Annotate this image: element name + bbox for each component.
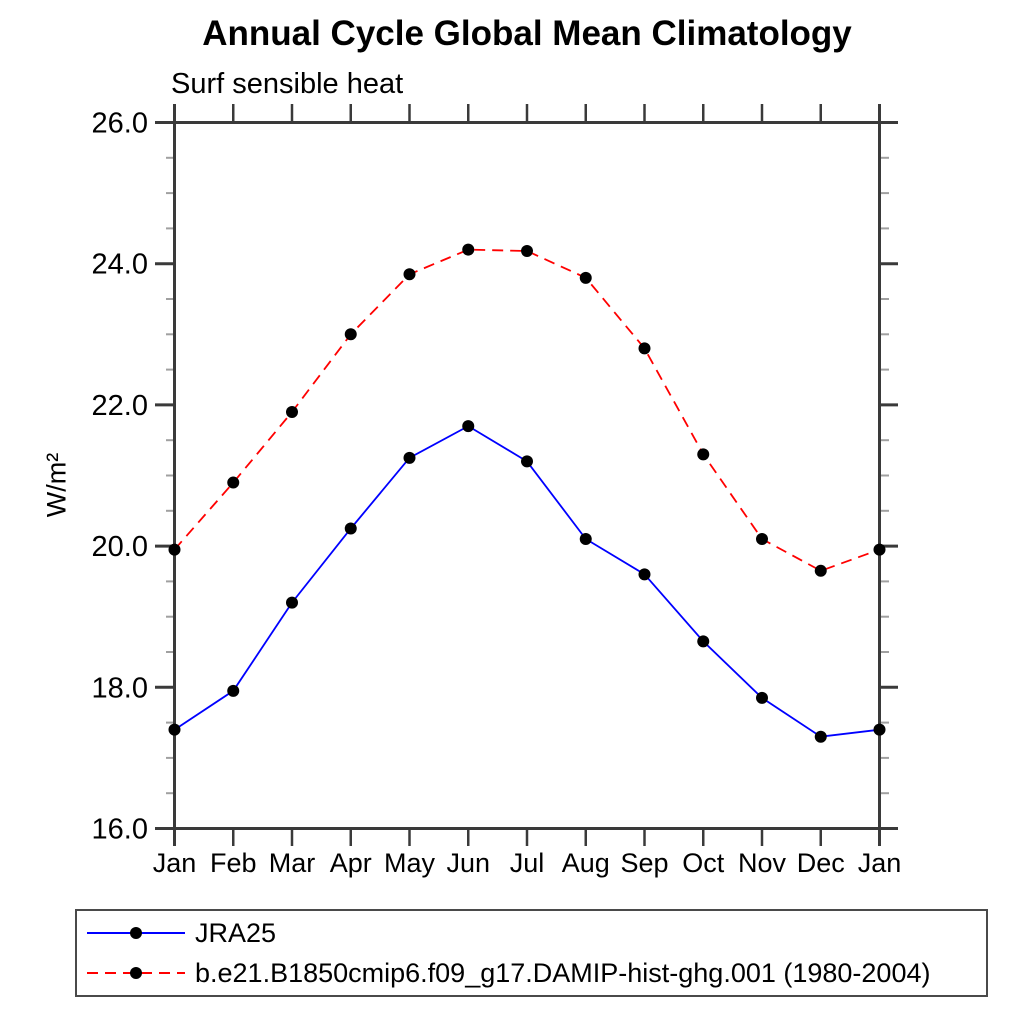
legend-label-model: b.e21.B1850cmip6.f09_g17.DAMIP-hist-ghg.… xyxy=(195,957,931,988)
data-point-marker xyxy=(344,522,357,535)
legend-item-jra25: JRA25 xyxy=(77,913,986,953)
x-axis-tick-label: Sep xyxy=(620,848,668,878)
data-point-marker xyxy=(873,723,886,736)
series-line-1 xyxy=(173,248,880,572)
legend-line-sample-jra25 xyxy=(87,927,185,939)
x-axis-tick-label: Jul xyxy=(510,848,545,878)
data-point-marker xyxy=(168,543,181,556)
data-point-marker xyxy=(697,635,710,648)
data-point-marker xyxy=(286,405,298,418)
chart-subtitle: Surf sensible heat xyxy=(171,68,404,100)
x-axis-tick-label: Aug xyxy=(562,848,610,878)
data-point-marker xyxy=(756,691,768,704)
data-point-marker xyxy=(814,730,827,743)
legend-item-model: b.e21.B1850cmip6.f09_g17.DAMIP-hist-ghg.… xyxy=(77,953,986,993)
x-axis-tick-label: Jun xyxy=(446,848,490,878)
legend-line-sample-model xyxy=(87,967,185,979)
x-axis-tick-label: Jan xyxy=(858,848,902,878)
legend-box: JRA25 b.e21.B1850cmip6.f09_g17.DAMIP-his… xyxy=(75,909,988,997)
data-point-marker xyxy=(462,420,475,433)
data-point-marker xyxy=(462,243,475,256)
data-point-marker xyxy=(638,342,651,355)
data-point-marker xyxy=(521,244,533,257)
y-axis-tick-label: 22.0 xyxy=(92,390,148,422)
legend-label-jra25: JRA25 xyxy=(195,917,277,948)
y-axis-tick-label: 18.0 xyxy=(92,672,148,704)
x-axis-tick-label: Nov xyxy=(738,848,787,878)
data-point-marker xyxy=(227,476,240,489)
data-point-marker xyxy=(638,568,651,581)
data-point-marker xyxy=(403,268,416,281)
chart-title: Annual Cycle Global Mean Climatology xyxy=(202,14,852,53)
y-axis-tick-label: 20.0 xyxy=(92,531,148,563)
x-axis-tick-label: Dec xyxy=(797,848,845,878)
x-axis-tick-label: Feb xyxy=(210,848,257,878)
x-axis-tick-label: Mar xyxy=(269,848,316,878)
data-point-marker xyxy=(227,684,240,697)
x-axis-tick-label: Apr xyxy=(330,848,372,878)
x-axis-tick-label: Jan xyxy=(153,848,197,878)
y-axis-tick-label: 24.0 xyxy=(92,249,148,281)
data-point-marker xyxy=(873,543,886,556)
data-point-marker xyxy=(579,271,592,284)
data-point-marker xyxy=(814,564,827,577)
y-axis-tick-label: 16.0 xyxy=(92,814,148,846)
data-point-marker xyxy=(403,451,416,464)
series-line-0 xyxy=(174,425,880,738)
x-axis-tick-label: May xyxy=(384,848,436,878)
x-axis-tick-label: Oct xyxy=(682,848,725,878)
data-point-marker xyxy=(697,448,710,461)
data-point-marker xyxy=(168,723,181,736)
data-point-marker xyxy=(344,328,357,341)
data-point-marker xyxy=(521,455,533,468)
data-point-marker xyxy=(756,533,768,546)
data-point-marker xyxy=(286,596,298,609)
data-point-marker xyxy=(579,533,592,546)
y-axis-tick-label: 26.0 xyxy=(92,108,148,140)
